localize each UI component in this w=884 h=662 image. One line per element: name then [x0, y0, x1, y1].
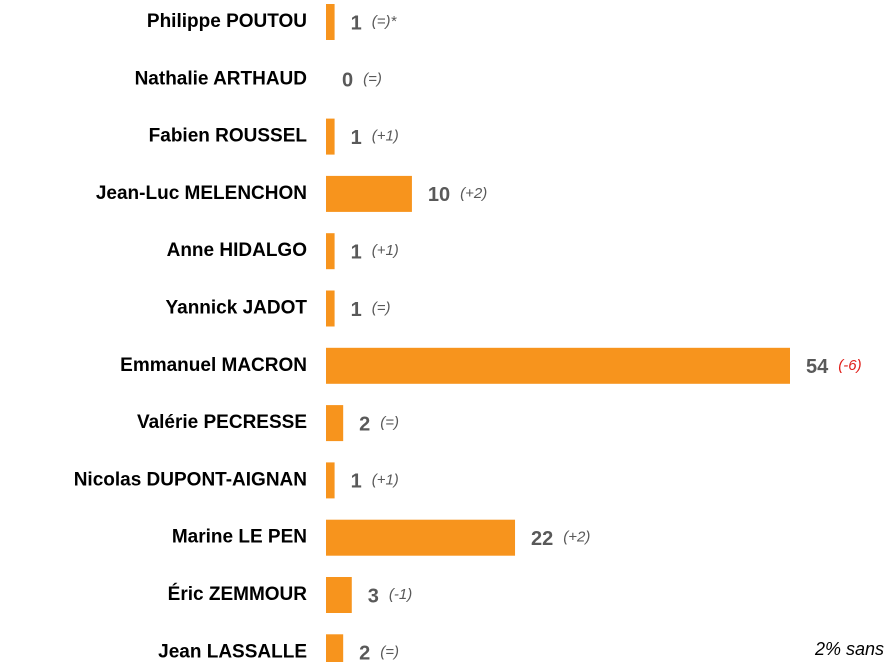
change-label: (=): [372, 299, 391, 316]
category-label: Anne HIDALGO: [167, 240, 307, 261]
value-label: 54: [806, 356, 829, 378]
bar: [326, 175, 412, 212]
value-label: 2: [359, 643, 370, 662]
value-label: 1: [351, 241, 362, 263]
category-label: Philippe POUTOU: [147, 11, 307, 32]
value-label: 1: [351, 471, 362, 493]
category-label: Jean LASSALLE: [158, 641, 307, 662]
value-label: 1: [351, 12, 362, 34]
category-label: Fabien ROUSSEL: [149, 126, 308, 147]
bar: [326, 233, 335, 270]
bar: [326, 118, 335, 155]
value-label: 10: [428, 184, 450, 206]
category-label: Valérie PECRESSE: [137, 412, 307, 433]
change-label: (=): [380, 643, 399, 660]
change-label: (-6): [838, 357, 861, 374]
bar: [326, 405, 344, 442]
change-label: (=)*: [372, 13, 398, 30]
value-label: 3: [368, 585, 379, 607]
value-label: 1: [351, 127, 362, 149]
change-label: (+1): [372, 242, 399, 259]
category-label: Jean-Luc MELENCHON: [96, 183, 307, 204]
change-label: (+2): [460, 185, 487, 202]
value-label: 1: [351, 299, 362, 321]
change-label: (=): [363, 70, 382, 87]
category-label: Éric ZEMMOUR: [168, 583, 308, 605]
bar: [326, 634, 344, 662]
change-label: (=): [380, 414, 399, 431]
change-label: (+1): [372, 128, 399, 145]
bar: [326, 577, 352, 613]
category-label: Nathalie ARTHAUD: [135, 68, 307, 89]
value-label: 0: [342, 70, 353, 92]
bar: [326, 290, 335, 327]
change-label: (+2): [563, 529, 590, 546]
category-label: Nicolas DUPONT-AIGNAN: [74, 469, 307, 490]
change-label: (+1): [372, 471, 399, 488]
bar: [326, 462, 335, 499]
bar: [326, 4, 335, 40]
change-label: (-1): [389, 586, 412, 603]
value-label: 2: [359, 413, 370, 435]
footnote: 2% sans réponse: [814, 639, 884, 659]
bar: [326, 519, 516, 556]
value-label: 22: [531, 528, 553, 550]
category-label: Yannick JADOT: [166, 298, 308, 319]
category-label: Marine LE PEN: [172, 527, 307, 548]
category-label: Emmanuel MACRON: [120, 355, 307, 376]
bar: [326, 347, 790, 384]
